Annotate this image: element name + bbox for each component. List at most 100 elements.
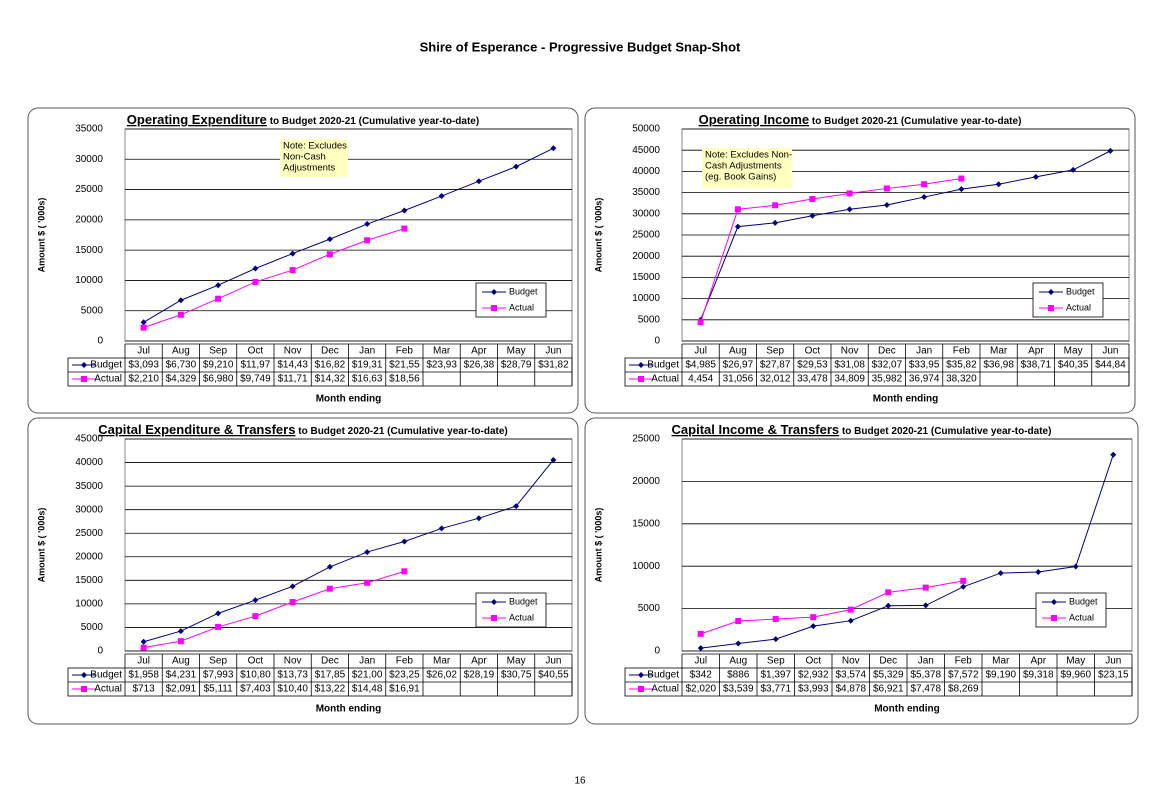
data-point <box>1035 568 1042 575</box>
series-line <box>143 570 405 649</box>
x-tick-label: Jan <box>359 656 375 667</box>
table-cell: $9,190 <box>985 670 1016 681</box>
page-title: Shire of Esperance - Progressive Budget … <box>420 39 741 54</box>
y-tick-label: 35000 <box>75 481 103 492</box>
chart: Operating Income to Budget 2020-21 (Cumu… <box>584 107 1136 414</box>
legend-label: Actual <box>1069 612 1094 622</box>
series-line <box>700 150 1111 321</box>
y-tick-label: 15000 <box>632 518 660 529</box>
data-point <box>326 585 333 592</box>
note-text: (eg. Book Gains) <box>705 172 776 183</box>
data-point <box>326 563 333 570</box>
legend-key-marker <box>81 672 87 678</box>
y-tick-label: 5000 <box>81 305 104 316</box>
chart-title: Capital Income & Transfers to Budget 202… <box>672 422 1052 437</box>
table-cell: $7,993 <box>203 670 234 681</box>
table-cell: $4,329 <box>166 374 197 385</box>
table-cell: $26,97 <box>723 360 754 371</box>
table-cell: $3,993 <box>798 684 829 695</box>
note-text: Note: Excludes <box>283 141 347 152</box>
y-tick-label: 20000 <box>75 551 103 562</box>
table-cell: $32,07 <box>872 360 903 371</box>
series-line <box>143 147 554 323</box>
data-point <box>550 145 557 152</box>
legend-label: Budget <box>509 286 538 296</box>
data-point <box>177 638 184 645</box>
data-point <box>289 267 296 274</box>
table-cell: $44,84 <box>1095 360 1126 371</box>
data-point <box>1110 451 1117 458</box>
x-tick-label: Dec <box>321 656 339 667</box>
data-point <box>846 190 853 197</box>
legend-box <box>475 282 547 318</box>
chart: Operating Expenditure to Budget 2020-21 … <box>27 107 579 414</box>
x-axis-label: Month ending <box>873 394 939 405</box>
legend-label: Actual <box>509 302 534 312</box>
table-cell: $5,111 <box>204 684 234 695</box>
x-tick-label: May <box>507 346 526 357</box>
data-point <box>289 583 296 590</box>
table-cell: $9,960 <box>1060 670 1091 681</box>
legend-label: Budget <box>1069 596 1098 606</box>
table-cell: $4,878 <box>835 684 866 695</box>
x-tick-label: Apr <box>1028 346 1044 357</box>
legend-key-marker <box>81 686 87 692</box>
table-row-label: Budget <box>90 360 122 371</box>
x-tick-label: May <box>1066 656 1085 667</box>
table-cell: $11,97 <box>240 360 270 371</box>
data-point <box>697 630 704 637</box>
data-point <box>401 207 408 214</box>
table-cell: $6,921 <box>873 684 904 695</box>
x-tick-label: Jan <box>359 346 375 357</box>
table-cell: $28,19 <box>464 670 495 681</box>
x-tick-label: Jun <box>545 656 561 667</box>
x-tick-label: Jul <box>137 656 150 667</box>
x-tick-label: Nov <box>842 656 860 667</box>
x-tick-label: Sep <box>767 656 785 667</box>
x-tick-label: May <box>507 656 526 667</box>
legend-key-marker <box>1048 305 1054 311</box>
page-number: 16 <box>574 776 586 787</box>
table-row-label: Actual <box>94 374 122 385</box>
table-cell: $29,53 <box>797 360 828 371</box>
y-tick-label: 30000 <box>632 208 660 219</box>
data-point <box>475 515 482 522</box>
table-cell: $28,79 <box>501 360 532 371</box>
table-cell: $40,35 <box>1058 360 1089 371</box>
table-cell: $1,958 <box>128 670 159 681</box>
x-tick-label: Oct <box>248 656 264 667</box>
x-tick-label: Jun <box>545 346 561 357</box>
table-row-label: Budget <box>647 670 679 681</box>
x-tick-label: Dec <box>321 346 339 357</box>
x-tick-label: Sep <box>209 656 227 667</box>
x-tick-label: Apr <box>1030 656 1046 667</box>
x-tick-label: Dec <box>879 656 897 667</box>
table-cell: $14,43 <box>277 360 308 371</box>
data-point <box>772 219 779 226</box>
x-tick-label: Feb <box>955 656 973 667</box>
data-point <box>140 638 147 645</box>
table-cell: $16,63 <box>352 374 383 385</box>
legend-key-marker <box>491 615 497 621</box>
legend-key-marker <box>1051 599 1057 605</box>
x-tick-label: Mar <box>992 656 1010 667</box>
data-point <box>1032 173 1039 180</box>
y-tick-label: 40000 <box>75 457 103 468</box>
series-line <box>700 178 962 323</box>
data-point <box>697 319 704 326</box>
note-text: Cash Adjustments <box>705 161 782 172</box>
x-tick-label: Oct <box>805 656 821 667</box>
x-tick-label: Aug <box>172 346 190 357</box>
data-point <box>922 602 929 609</box>
chart: Capital Expenditure & Transfers to Budge… <box>27 417 579 725</box>
table-cell: $9,749 <box>240 374 271 385</box>
data-point <box>215 610 222 617</box>
y-tick-label: 0 <box>97 646 103 657</box>
table-cell: $23,15 <box>1098 670 1129 681</box>
table-cell: $7,403 <box>240 684 271 695</box>
y-tick-label: 25000 <box>632 230 660 241</box>
data-point <box>960 583 967 590</box>
data-point <box>289 599 296 606</box>
data-point <box>215 623 222 630</box>
data-point <box>921 181 928 188</box>
